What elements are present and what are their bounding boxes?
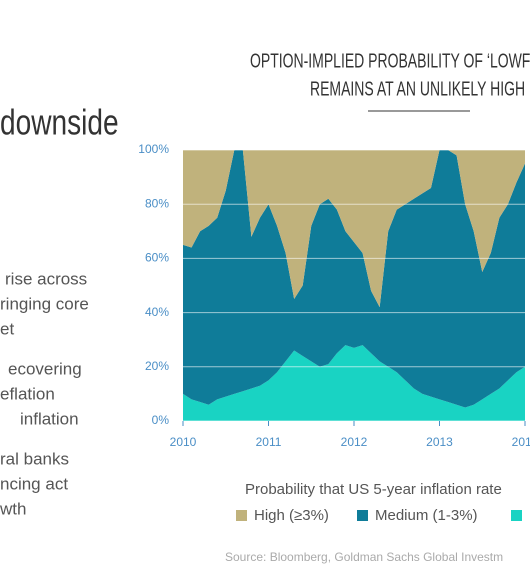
title-underline [368, 110, 470, 112]
sidebar-line: ecovering [8, 359, 82, 378]
y-tick-label: 100% [138, 142, 169, 156]
sidebar-line: ringing core [0, 294, 89, 313]
sidebar-line: ral banks [0, 449, 69, 468]
y-tick-label: 40% [145, 305, 169, 319]
sidebar-line: rise across [5, 269, 87, 288]
area [183, 150, 525, 408]
y-tick-label: 60% [145, 251, 169, 265]
area [183, 150, 525, 308]
sidebar-line: inflation [20, 409, 79, 428]
sidebar-line: et [0, 319, 14, 338]
legend-swatch [236, 510, 247, 521]
y-tick-label: 80% [145, 196, 169, 210]
y-tick-label: 0% [152, 413, 170, 427]
source: Source: Bloomberg, Goldman Sachs Global … [225, 550, 503, 564]
legend-title: Probability that US 5-year inflation rat… [245, 481, 502, 498]
x-tick-label: 2011 [256, 435, 282, 449]
legend-label: Medium (1-3%) [375, 507, 478, 524]
chart-title: OPTION-IMPLIED PROBABILITY OF ‘LOWF [250, 49, 530, 72]
sidebar-line: eflation [0, 384, 55, 403]
legend-swatch [511, 510, 522, 521]
y-tick-label: 20% [145, 359, 169, 373]
sidebar-line: wth [0, 499, 26, 518]
sidebar-heading: downside [0, 102, 119, 142]
legend-swatch [357, 510, 368, 521]
sidebar-line: ncing act [0, 474, 68, 493]
legend-label: High (≥3%) [254, 507, 329, 524]
x-tick-label: 2013 [426, 435, 453, 449]
chart-title: REMAINS AT AN UNLIKELY HIGH [310, 77, 525, 100]
area [183, 345, 525, 421]
x-tick-label: 2012 [341, 435, 368, 449]
x-tick-label: 2010 [170, 435, 197, 449]
x-tick-label: 2014 [512, 435, 530, 449]
